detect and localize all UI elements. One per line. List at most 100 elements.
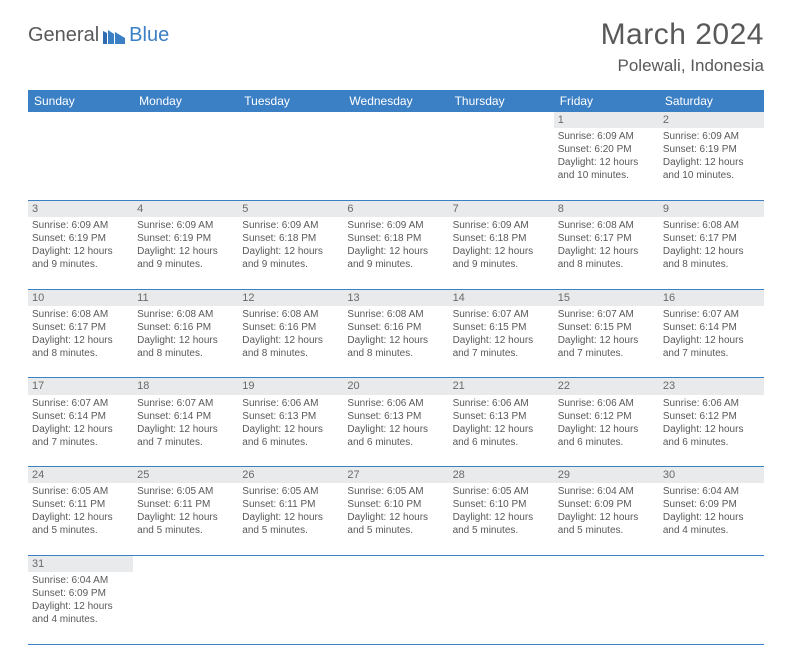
day-detail: Sunrise: 6:08 AM: [137, 308, 234, 321]
day-detail: and 7 minutes.: [453, 347, 550, 360]
day-number: 3: [28, 200, 133, 217]
day-detail: Sunset: 6:14 PM: [663, 321, 760, 334]
day-detail: Sunrise: 6:05 AM: [347, 485, 444, 498]
day-cell: Sunrise: 6:05 AMSunset: 6:11 PMDaylight:…: [133, 483, 238, 555]
day-number: 25: [133, 467, 238, 484]
day-detail: and 8 minutes.: [137, 347, 234, 360]
day-cell: [133, 572, 238, 644]
daynum-row: 17181920212223: [28, 378, 764, 395]
day-cell: Sunrise: 6:09 AMSunset: 6:19 PMDaylight:…: [659, 128, 764, 200]
day-detail: Sunset: 6:12 PM: [663, 410, 760, 423]
day-cell: Sunrise: 6:05 AMSunset: 6:11 PMDaylight:…: [238, 483, 343, 555]
day-number: 17: [28, 378, 133, 395]
day-cell: [554, 572, 659, 644]
title-block: March 2024 Polewali, Indonesia: [601, 18, 764, 76]
day-detail: Sunset: 6:18 PM: [242, 232, 339, 245]
day-detail: Sunrise: 6:09 AM: [32, 219, 129, 232]
day-detail: Sunrise: 6:07 AM: [137, 397, 234, 410]
day-header: Monday: [133, 90, 238, 112]
day-detail: and 6 minutes.: [242, 436, 339, 449]
day-number: 21: [449, 378, 554, 395]
day-detail: Daylight: 12 hours: [663, 423, 760, 436]
day-detail: Sunrise: 6:09 AM: [558, 130, 655, 143]
day-cell: Sunrise: 6:04 AMSunset: 6:09 PMDaylight:…: [659, 483, 764, 555]
day-detail: Daylight: 12 hours: [663, 334, 760, 347]
day-detail: and 8 minutes.: [347, 347, 444, 360]
day-detail: Sunrise: 6:09 AM: [137, 219, 234, 232]
day-cell: Sunrise: 6:09 AMSunset: 6:19 PMDaylight:…: [28, 217, 133, 289]
day-number: [133, 112, 238, 128]
day-detail: Daylight: 12 hours: [347, 423, 444, 436]
day-cell: Sunrise: 6:06 AMSunset: 6:12 PMDaylight:…: [659, 395, 764, 467]
day-detail: Daylight: 12 hours: [558, 245, 655, 258]
daynum-row: 12: [28, 112, 764, 128]
calendar-body: 12Sunrise: 6:09 AMSunset: 6:20 PMDayligh…: [28, 112, 764, 644]
day-number: [659, 555, 764, 572]
day-detail: Daylight: 12 hours: [242, 334, 339, 347]
day-number: 19: [238, 378, 343, 395]
day-number: 12: [238, 289, 343, 306]
day-number: 5: [238, 200, 343, 217]
day-detail: Daylight: 12 hours: [32, 423, 129, 436]
day-cell: Sunrise: 6:09 AMSunset: 6:18 PMDaylight:…: [343, 217, 448, 289]
day-detail: Sunrise: 6:04 AM: [32, 574, 129, 587]
day-cell: Sunrise: 6:06 AMSunset: 6:12 PMDaylight:…: [554, 395, 659, 467]
day-detail: Daylight: 12 hours: [347, 334, 444, 347]
week-row: Sunrise: 6:08 AMSunset: 6:17 PMDaylight:…: [28, 306, 764, 378]
day-header: Tuesday: [238, 90, 343, 112]
day-detail: Sunrise: 6:04 AM: [663, 485, 760, 498]
day-detail: and 5 minutes.: [242, 524, 339, 537]
day-detail: Daylight: 12 hours: [558, 423, 655, 436]
day-detail: Sunset: 6:10 PM: [453, 498, 550, 511]
day-detail: Daylight: 12 hours: [137, 245, 234, 258]
day-detail: and 9 minutes.: [137, 258, 234, 271]
day-cell: Sunrise: 6:09 AMSunset: 6:20 PMDaylight:…: [554, 128, 659, 200]
day-detail: Daylight: 12 hours: [558, 334, 655, 347]
day-number: 28: [449, 467, 554, 484]
day-detail: Daylight: 12 hours: [347, 511, 444, 524]
day-cell: [343, 572, 448, 644]
day-detail: Daylight: 12 hours: [453, 423, 550, 436]
day-detail: and 7 minutes.: [663, 347, 760, 360]
day-detail: Daylight: 12 hours: [137, 423, 234, 436]
day-detail: Sunrise: 6:09 AM: [242, 219, 339, 232]
day-detail: and 4 minutes.: [32, 613, 129, 626]
day-detail: Sunrise: 6:05 AM: [453, 485, 550, 498]
day-detail: Sunset: 6:12 PM: [558, 410, 655, 423]
day-number: 4: [133, 200, 238, 217]
day-cell: Sunrise: 6:07 AMSunset: 6:14 PMDaylight:…: [133, 395, 238, 467]
day-number: 1: [554, 112, 659, 128]
day-detail: Sunrise: 6:04 AM: [558, 485, 655, 498]
calendar-table: SundayMondayTuesdayWednesdayThursdayFrid…: [28, 90, 764, 645]
day-number: 11: [133, 289, 238, 306]
day-header: Sunday: [28, 90, 133, 112]
day-detail: Sunrise: 6:08 AM: [32, 308, 129, 321]
day-detail: Daylight: 12 hours: [453, 511, 550, 524]
day-detail: and 5 minutes.: [453, 524, 550, 537]
day-cell: Sunrise: 6:09 AMSunset: 6:18 PMDaylight:…: [238, 217, 343, 289]
day-detail: Sunset: 6:13 PM: [242, 410, 339, 423]
day-detail: Sunset: 6:16 PM: [242, 321, 339, 334]
day-detail: Daylight: 12 hours: [32, 600, 129, 613]
day-detail: Sunrise: 6:07 AM: [32, 397, 129, 410]
day-detail: Sunrise: 6:05 AM: [137, 485, 234, 498]
day-number: 24: [28, 467, 133, 484]
day-detail: Daylight: 12 hours: [453, 245, 550, 258]
day-detail: Sunrise: 6:09 AM: [453, 219, 550, 232]
daynum-row: 10111213141516: [28, 289, 764, 306]
day-detail: Sunset: 6:11 PM: [137, 498, 234, 511]
week-row: Sunrise: 6:04 AMSunset: 6:09 PMDaylight:…: [28, 572, 764, 644]
day-detail: Sunset: 6:17 PM: [558, 232, 655, 245]
day-detail: and 8 minutes.: [663, 258, 760, 271]
day-detail: Sunset: 6:11 PM: [242, 498, 339, 511]
day-detail: and 10 minutes.: [663, 169, 760, 182]
day-detail: Sunrise: 6:05 AM: [242, 485, 339, 498]
day-cell: Sunrise: 6:08 AMSunset: 6:16 PMDaylight:…: [238, 306, 343, 378]
day-detail: and 6 minutes.: [558, 436, 655, 449]
day-cell: Sunrise: 6:08 AMSunset: 6:17 PMDaylight:…: [554, 217, 659, 289]
day-number: [238, 112, 343, 128]
day-number: 22: [554, 378, 659, 395]
day-cell: [238, 128, 343, 200]
day-number: 31: [28, 555, 133, 572]
logo-text-general: General: [28, 24, 99, 47]
